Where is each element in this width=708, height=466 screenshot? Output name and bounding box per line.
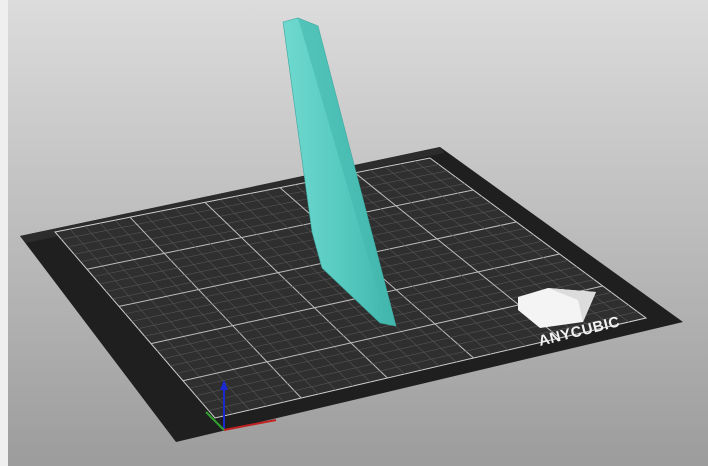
left-edge — [0, 0, 8, 466]
viewport-3d: ANYCUBIC — [0, 0, 708, 466]
page: ANYCUBIC (() => { const data = JSON.pars… — [0, 0, 708, 466]
